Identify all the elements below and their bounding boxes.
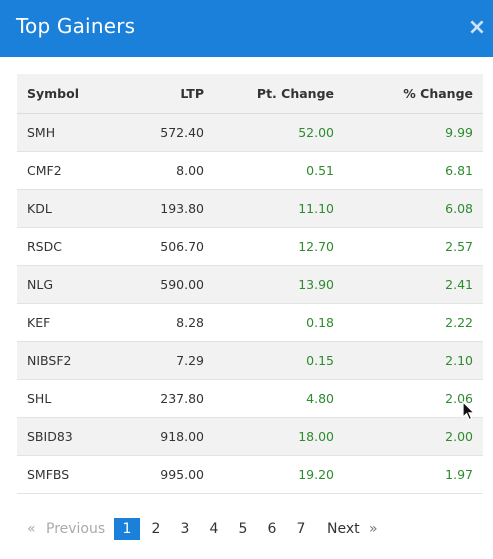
pt-change-cell: 13.90 — [298, 276, 334, 292]
pct-change-cell: 1.97 — [445, 466, 473, 482]
table-row[interactable]: SHL 237.80 4.80 2.06 — [17, 379, 483, 417]
symbol-cell: SMH — [27, 124, 56, 140]
page-button-5[interactable]: 5 — [238, 521, 248, 537]
symbol-cell: NIBSF2 — [27, 352, 72, 368]
table-row[interactable]: KDL 193.80 11.10 6.08 — [17, 189, 483, 227]
pt-change-cell: 0.18 — [306, 314, 334, 330]
pct-change-cell: 2.06 — [445, 390, 473, 406]
ltp-cell: 8.28 — [176, 314, 204, 330]
page-button-7[interactable]: 7 — [296, 521, 306, 537]
page-button-2[interactable]: 2 — [151, 521, 161, 537]
table-row[interactable]: NLG 590.00 13.90 2.41 — [17, 265, 483, 303]
previous-arrow: « — [27, 521, 36, 537]
previous-button: Previous — [46, 521, 106, 537]
ltp-cell: 7.29 — [176, 352, 204, 368]
table-header-row: Symbol LTP Pt. Change % Change — [17, 74, 483, 114]
table-row[interactable]: KEF 8.28 0.18 2.22 — [17, 303, 483, 341]
pct-change-cell: 2.57 — [445, 238, 473, 254]
pct-change-cell: 9.99 — [445, 124, 473, 140]
symbol-cell: CMF2 — [27, 162, 62, 178]
next-button[interactable]: Next — [327, 521, 360, 537]
ltp-cell: 8.00 — [176, 162, 204, 178]
dialog-title: Top Gainers — [16, 14, 136, 38]
page-button-4[interactable]: 4 — [209, 521, 219, 537]
pt-change-cell: 0.15 — [306, 352, 334, 368]
pt-change-cell: 18.00 — [298, 428, 334, 444]
page-button-6[interactable]: 6 — [267, 521, 277, 537]
pct-change-cell: 2.41 — [445, 276, 473, 292]
pt-change-cell: 19.20 — [298, 466, 334, 482]
symbol-cell: NLG — [27, 276, 54, 292]
column-header-symbol[interactable]: Symbol — [17, 74, 127, 114]
ltp-cell: 572.40 — [160, 124, 204, 140]
symbol-cell: RSDC — [27, 238, 62, 254]
table-row[interactable]: SBID83 918.00 18.00 2.00 — [17, 417, 483, 455]
table-row[interactable]: NIBSF2 7.29 0.15 2.10 — [17, 341, 483, 379]
next-arrow[interactable]: » — [369, 521, 378, 537]
column-header-pt-change[interactable]: Pt. Change — [207, 74, 344, 114]
symbol-cell: SBID83 — [27, 428, 73, 444]
page-button-1[interactable]: 1 — [114, 518, 140, 540]
table-row[interactable]: SMFBS 995.00 19.20 1.97 — [17, 455, 483, 493]
top-gainers-table: Symbol LTP Pt. Change % Change SMH 572.40… — [17, 74, 483, 494]
dialog-header: Top Gainers × — [0, 0, 493, 57]
pt-change-cell: 0.51 — [306, 162, 334, 178]
symbol-cell: KDL — [27, 200, 52, 216]
ltp-cell: 918.00 — [160, 428, 204, 444]
pct-change-cell: 6.08 — [445, 200, 473, 216]
pt-change-cell: 4.80 — [306, 390, 334, 406]
symbol-cell: SHL — [27, 390, 52, 406]
column-header-pct-change[interactable]: % Change — [344, 74, 483, 114]
ltp-cell: 506.70 — [160, 238, 204, 254]
pct-change-cell: 6.81 — [445, 162, 473, 178]
table-row[interactable]: SMH 572.40 52.00 9.99 — [17, 113, 483, 151]
page-button-3[interactable]: 3 — [180, 521, 190, 537]
close-icon[interactable]: × — [467, 15, 487, 40]
pct-change-cell: 2.10 — [445, 352, 473, 368]
table-row[interactable]: CMF2 8.00 0.51 6.81 — [17, 151, 483, 189]
pct-change-cell: 2.00 — [445, 428, 473, 444]
ltp-cell: 590.00 — [160, 276, 204, 292]
pt-change-cell: 52.00 — [298, 124, 334, 140]
mouse-pointer-icon — [462, 401, 476, 421]
column-header-ltp[interactable]: LTP — [127, 74, 207, 114]
table-row[interactable]: RSDC 506.70 12.70 2.57 — [17, 227, 483, 265]
symbol-cell: SMFBS — [27, 466, 70, 482]
symbol-cell: KEF — [27, 314, 51, 330]
ltp-cell: 237.80 — [160, 390, 204, 406]
pt-change-cell: 12.70 — [298, 238, 334, 254]
ltp-cell: 995.00 — [160, 466, 204, 482]
pt-change-cell: 11.10 — [298, 200, 334, 216]
pct-change-cell: 2.22 — [445, 314, 473, 330]
ltp-cell: 193.80 — [160, 200, 204, 216]
